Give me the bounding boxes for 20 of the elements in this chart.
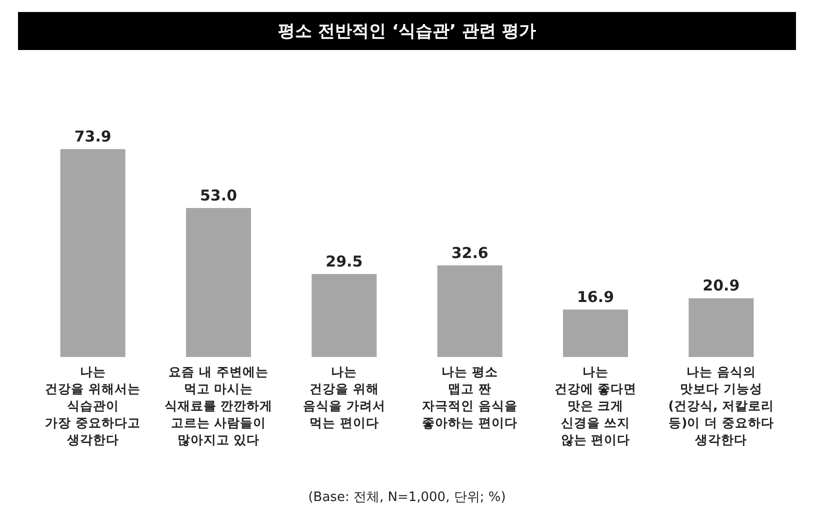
x-tick-label: 나는 건강을 위해 음식을 가려서 먹는 편이다	[302, 364, 386, 430]
data-label: 16.9	[576, 288, 614, 306]
data-label: 29.5	[326, 252, 363, 271]
bar	[60, 149, 126, 357]
data-label: 73.9	[74, 128, 112, 146]
data-label: 53.0	[200, 186, 238, 204]
x-tick-label: 나는 평소 맵고 짠 자극적인 음식을 좋아하는 편이다	[422, 364, 518, 430]
data-label: 20.9	[702, 276, 740, 295]
bar	[312, 274, 377, 357]
x-tick-label: 요즘 내 주변에는 먹고 마시는 식재료를 깐깐하게 고르는 사람들이 많아지고 있다	[164, 364, 273, 447]
x-tick-label: 나는 건강에 좋다면 맛은 크게 신경을 쓰지 않는 편이다	[554, 364, 637, 447]
x-tick-label: 나는 건강을 위해서는 식습관이 가장 중요하다고 생각한다	[45, 364, 141, 447]
bar	[437, 265, 502, 357]
x-tick-label: 나는 음식의 맛보다 기능성 (건강식, 저칼로리 등)이 더 중요하다 생각한다	[668, 364, 774, 447]
data-label: 32.6	[451, 244, 488, 262]
bar	[186, 208, 251, 357]
text: (Base: 전체, N=1,000, 단위; %)	[308, 490, 506, 505]
chart-title: 평소 전반적인 ‘식습관’ 관련 평가	[278, 22, 536, 42]
bar	[688, 298, 754, 357]
bar	[563, 309, 628, 357]
